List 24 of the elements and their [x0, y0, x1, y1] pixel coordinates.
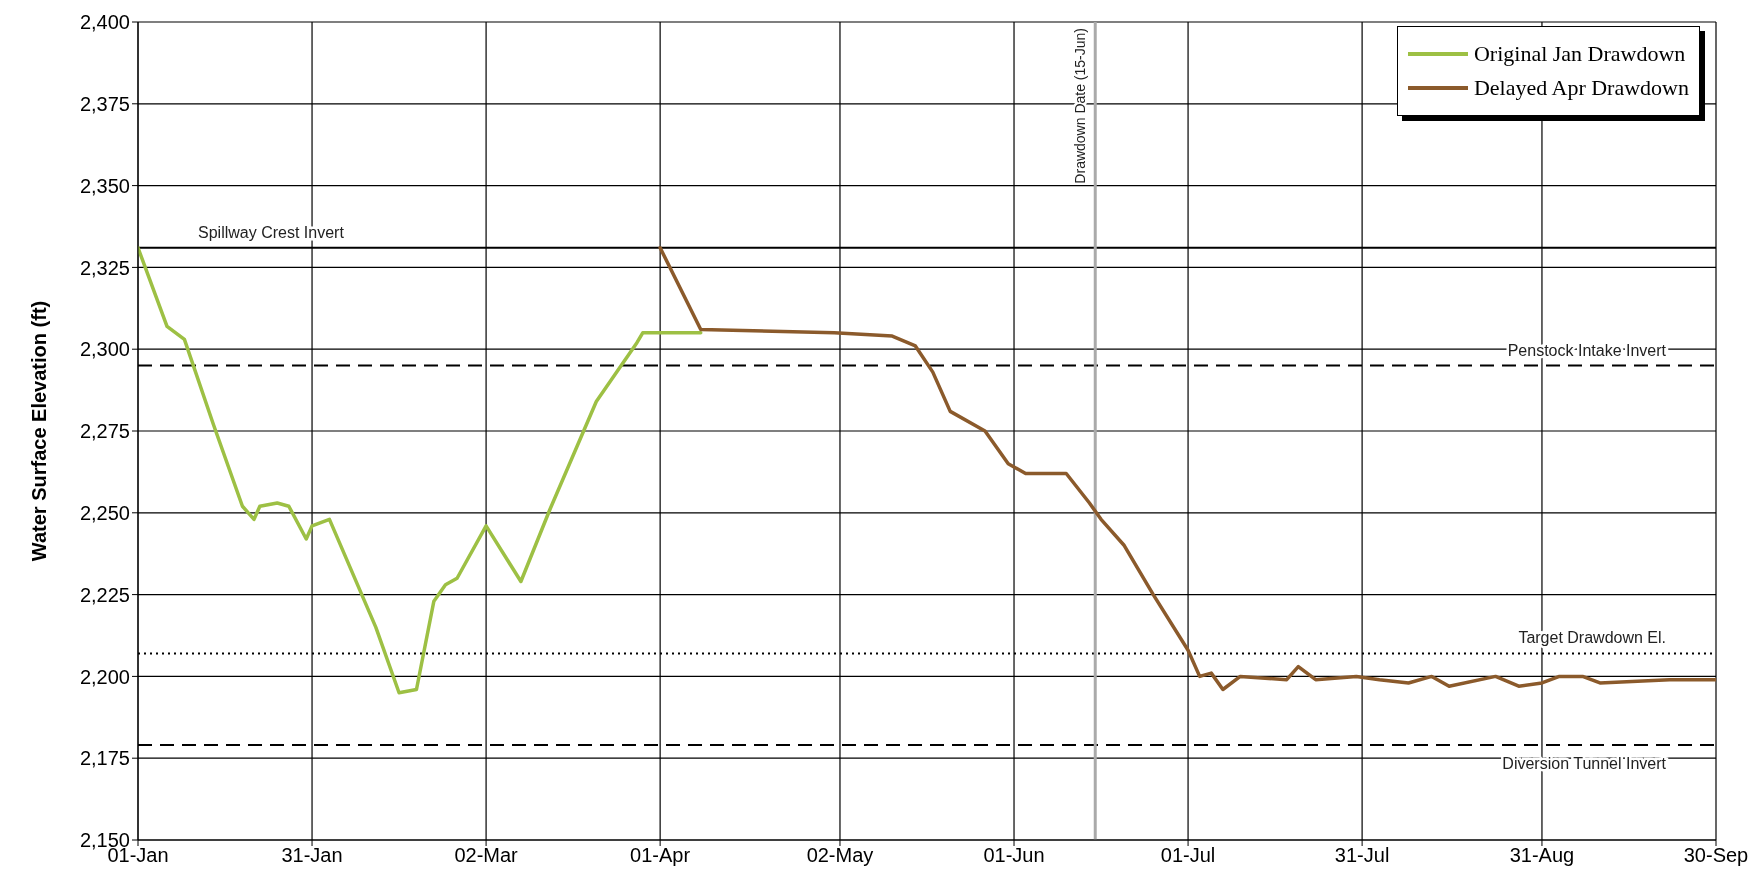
x-tick-label: 01-Apr: [630, 844, 691, 867]
y-tick-label: 2,325: [79, 256, 130, 279]
x-tick-label: 31-Jan: [281, 844, 343, 867]
x-tick-label: 31-Jul: [1334, 844, 1390, 867]
y-tick-label: 2,225: [79, 583, 130, 606]
y-axis-title: Water Surface Elevation (ft): [28, 300, 51, 562]
y-tick-label: 2,400: [79, 11, 130, 34]
x-tick-label: 01-Jun: [983, 844, 1045, 867]
x-tick-label: 31-Aug: [1509, 844, 1575, 867]
y-tick-label: 2,175: [79, 747, 130, 770]
y-tick-label: 2,375: [79, 92, 130, 115]
x-tick-label: 02-Mar: [454, 844, 519, 867]
legend-label: Original Jan Drawdown: [1473, 41, 1686, 67]
legend-label: Delayed Apr Drawdown: [1473, 75, 1689, 101]
x-tick-label: 02-May: [806, 844, 874, 867]
x-tick-label: 01-Jul: [1160, 844, 1216, 867]
y-tick-label: 2,250: [79, 501, 130, 524]
ref-line-label: Drawdown Date (15-Jun): [1072, 28, 1089, 184]
y-tick-label: 2,275: [79, 420, 130, 443]
y-tick-label: 2,200: [79, 665, 130, 688]
y-tick-label: 2,350: [79, 174, 130, 197]
line-series: [658, 246, 1716, 692]
y-tick-label: 2,300: [79, 338, 130, 361]
x-tick-label: 30-Sep: [1683, 844, 1749, 867]
